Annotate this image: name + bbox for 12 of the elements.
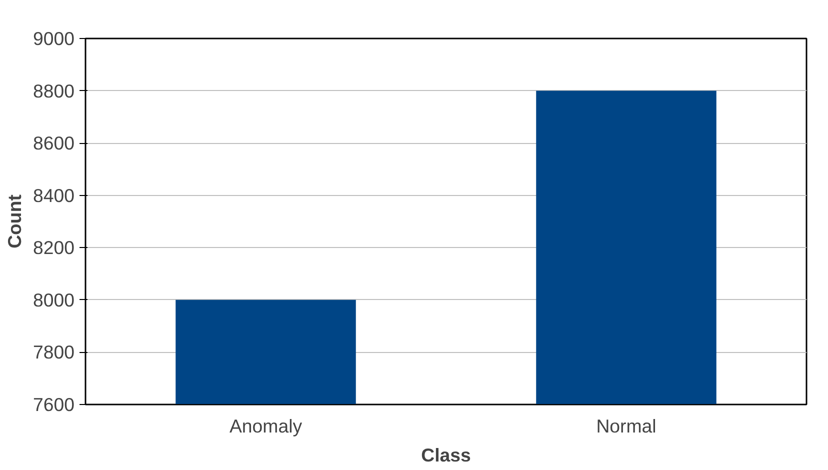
x-axis-title: Class xyxy=(421,444,471,466)
y-tick-label: 8800 xyxy=(32,80,75,102)
y-tick-label: 8200 xyxy=(32,237,75,258)
y-tick-label: 7600 xyxy=(32,394,75,415)
y-tick-label: 7800 xyxy=(32,342,75,363)
y-axis-title: Count xyxy=(4,194,25,248)
x-tick-label: Anomaly xyxy=(229,416,303,436)
y-tick-label: 8000 xyxy=(32,289,75,310)
x-tick-label: Normal xyxy=(596,416,656,436)
y-tick-label: 9000 xyxy=(32,28,75,49)
y-tick-label: 8400 xyxy=(32,184,75,206)
y-tick-label: 8600 xyxy=(32,132,75,154)
